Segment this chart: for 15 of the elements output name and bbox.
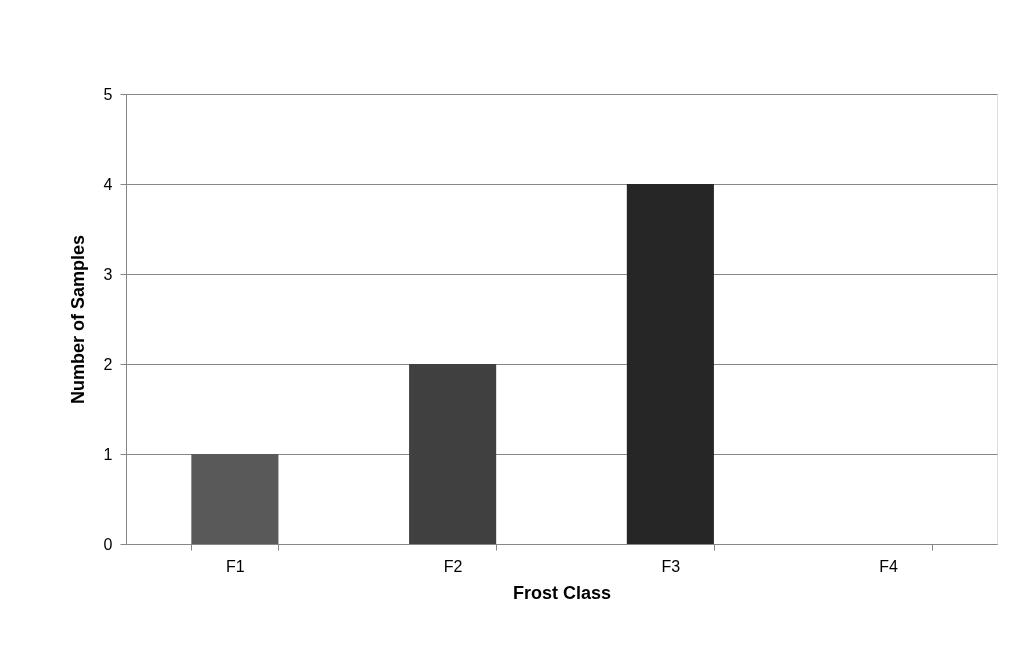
y-tick-label: 0 [103, 535, 113, 553]
y-tick-label: 2 [103, 355, 113, 373]
y-tick-label: 5 [103, 85, 113, 103]
y-tick-label: 3 [103, 265, 113, 283]
x-tick-label: F3 [661, 557, 681, 575]
x-axis-title: Frost Class [512, 582, 612, 603]
y-axis-title: Number of Samples [67, 234, 88, 405]
x-tick-label: F2 [443, 557, 463, 575]
bar [409, 364, 497, 544]
bar [191, 454, 279, 544]
y-tick-label: 4 [103, 175, 113, 193]
bar [626, 184, 714, 544]
x-tick-label: F1 [226, 557, 245, 575]
y-tick-label: 1 [103, 445, 113, 463]
x-tick-label: F4 [879, 557, 899, 575]
